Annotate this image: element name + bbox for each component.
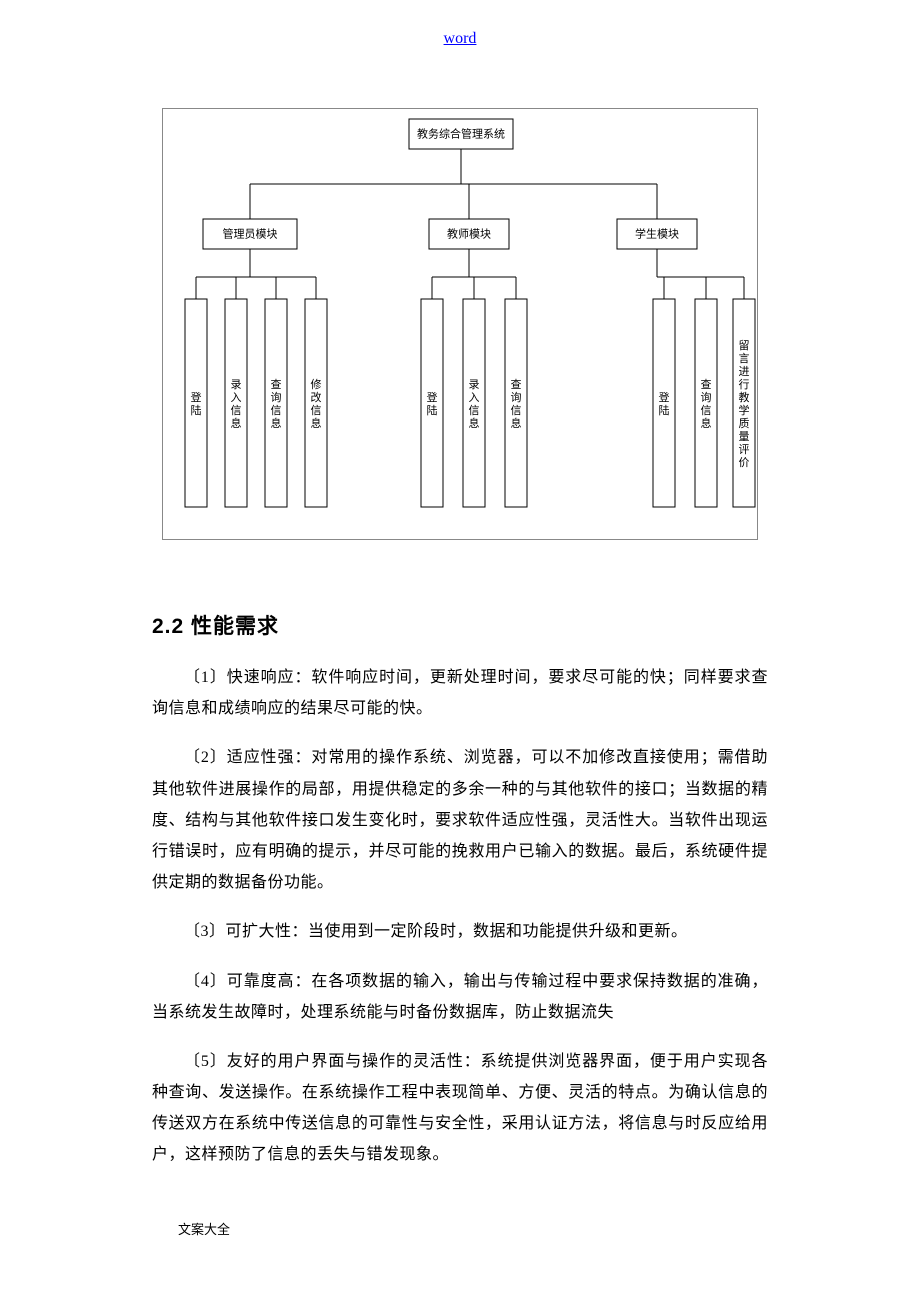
paragraph: 〔2〕适应性强：对常用的操作系统、浏览器，可以不加修改直接使用；需借助其他软件进… xyxy=(152,742,768,898)
paragraph-list: 〔1〕快速响应：软件响应时间，更新处理时间，要求尽可能的快；同样要求查询信息和成… xyxy=(152,662,768,1171)
footer-text: 文案大全 xyxy=(0,1189,920,1238)
header-link[interactable]: word xyxy=(0,30,920,48)
svg-text:查询信息: 查询信息 xyxy=(511,377,522,430)
svg-text:登陆: 登陆 xyxy=(191,390,202,417)
tree-svg: 教务综合管理系统管理员模块教师模块学生模块登陆录入信息查询信息修改信息登陆录入信… xyxy=(163,109,759,541)
svg-text:管理员模块: 管理员模块 xyxy=(223,227,278,241)
svg-text:修改信息: 修改信息 xyxy=(311,377,322,430)
svg-text:查询信息: 查询信息 xyxy=(271,377,282,430)
paragraph: 〔4〕可靠度高：在各项数据的输入，输出与传输过程中要求保持数据的准确，当系统发生… xyxy=(152,966,768,1028)
svg-text:教师模块: 教师模块 xyxy=(447,228,491,241)
paragraph: 〔5〕友好的用户界面与操作的灵活性：系统提供浏览器界面，便于用户实现各种查询、发… xyxy=(152,1046,768,1171)
svg-text:查询信息: 查询信息 xyxy=(701,377,712,430)
paragraph: 〔3〕可扩大性：当使用到一定阶段时，数据和功能提供升级和更新。 xyxy=(152,916,768,947)
svg-text:登陆: 登陆 xyxy=(427,390,438,417)
org-tree-diagram: 教务综合管理系统管理员模块教师模块学生模块登陆录入信息查询信息修改信息登陆录入信… xyxy=(162,108,758,540)
svg-text:教务综合管理系统: 教务综合管理系统 xyxy=(417,127,505,141)
svg-text:登陆: 登陆 xyxy=(659,390,670,417)
paragraph: 〔1〕快速响应：软件响应时间，更新处理时间，要求尽可能的快；同样要求查询信息和成… xyxy=(152,662,768,724)
content-area: 2.2 性能需求 〔1〕快速响应：软件响应时间，更新处理时间，要求尽可能的快；同… xyxy=(0,610,920,1171)
section-heading: 2.2 性能需求 xyxy=(152,610,768,640)
page: word 教务综合管理系统管理员模块教师模块学生模块登陆录入信息查询信息修改信息… xyxy=(0,0,920,1278)
svg-text:学生模块: 学生模块 xyxy=(635,227,679,241)
